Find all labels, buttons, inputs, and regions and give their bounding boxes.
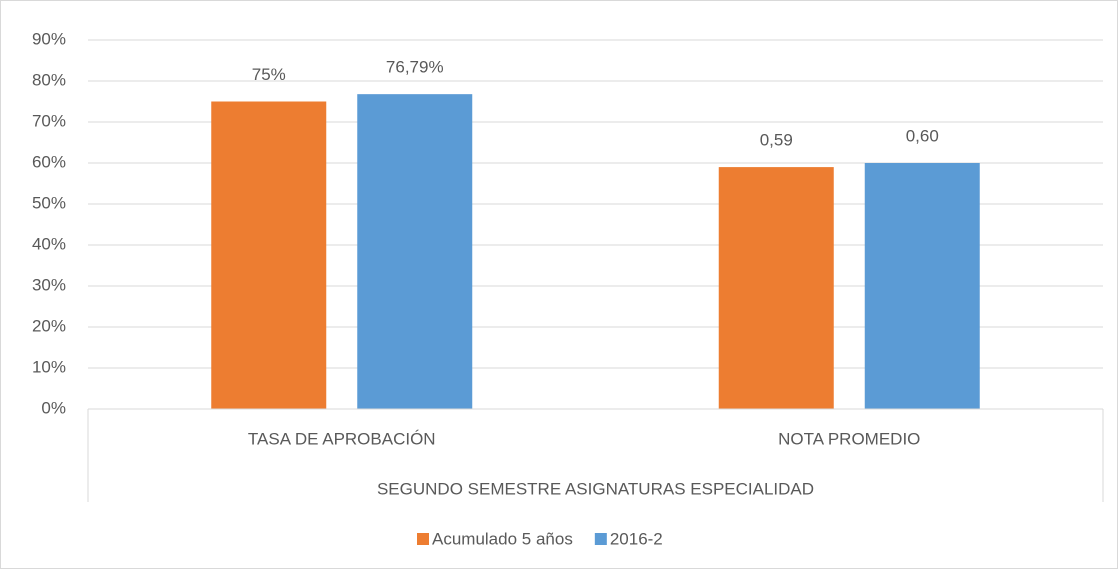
- group-label: SEGUNDO SEMESTRE ASIGNATURAS ESPECIALIDA…: [377, 479, 814, 498]
- bar: [357, 94, 473, 409]
- y-tick-label: 30%: [32, 275, 66, 294]
- data-label: 75%: [252, 65, 286, 84]
- y-tick-label: 10%: [32, 357, 66, 376]
- x-tick-label: TASA DE APROBACIÓN: [248, 429, 436, 448]
- data-label: 0,60: [906, 126, 939, 145]
- data-label: 0,59: [760, 131, 793, 150]
- legend-swatch: [594, 533, 607, 545]
- legend-swatch: [417, 533, 429, 545]
- data-label: 76,79%: [386, 58, 444, 77]
- y-tick-label: 40%: [32, 234, 66, 253]
- y-tick-label: 80%: [32, 70, 66, 89]
- y-tick-label: 90%: [32, 29, 66, 48]
- y-tick-label: 20%: [32, 316, 66, 335]
- y-tick-label: 50%: [32, 193, 66, 212]
- y-tick-label: 70%: [32, 111, 66, 130]
- legend-label: Acumulado 5 años: [432, 529, 573, 548]
- y-tick-label: 0%: [41, 398, 66, 417]
- bar: [718, 167, 834, 409]
- y-tick-label: 60%: [32, 152, 66, 171]
- x-tick-label: NOTA PROMEDIO: [778, 429, 920, 448]
- legend-label: 2016-2: [610, 529, 663, 548]
- bar: [864, 163, 980, 409]
- bar: [211, 101, 327, 409]
